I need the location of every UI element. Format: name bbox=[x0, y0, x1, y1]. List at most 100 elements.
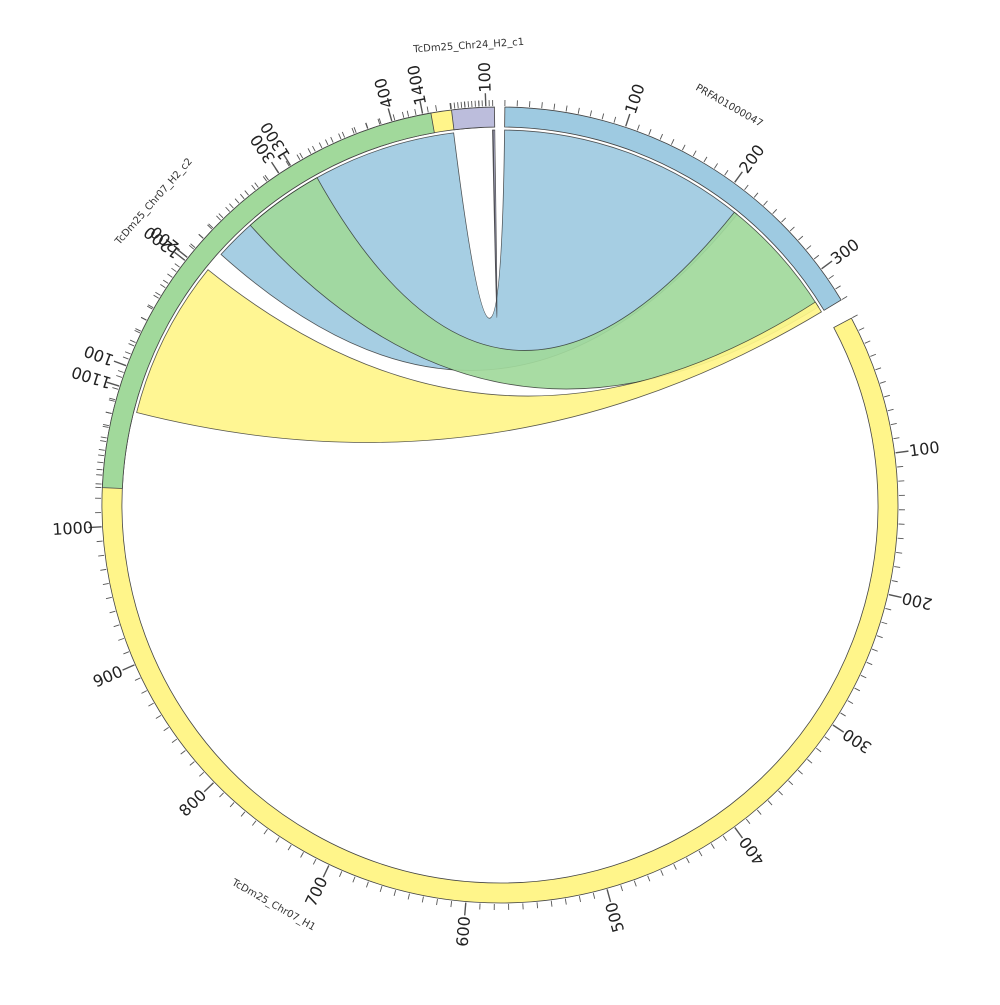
minor-tick bbox=[788, 781, 792, 785]
minor-tick bbox=[614, 117, 616, 123]
minor-tick bbox=[130, 340, 135, 342]
major-tick bbox=[114, 361, 126, 366]
minor-tick bbox=[216, 216, 220, 220]
minor-tick bbox=[725, 170, 728, 175]
minor-tick bbox=[172, 739, 177, 743]
minor-tick bbox=[778, 791, 782, 795]
minor-tick bbox=[852, 315, 857, 318]
minor-tick bbox=[885, 608, 891, 610]
minor-tick bbox=[235, 199, 239, 204]
minor-tick bbox=[175, 264, 180, 268]
minor-tick bbox=[219, 214, 223, 218]
minor-tick bbox=[208, 225, 212, 229]
minor-tick bbox=[255, 183, 259, 188]
minor-tick bbox=[199, 234, 203, 238]
minor-tick bbox=[842, 296, 847, 299]
minor-tick bbox=[768, 801, 772, 805]
minor-tick bbox=[118, 371, 124, 373]
tick-label: 100 bbox=[475, 62, 495, 93]
minor-tick bbox=[123, 652, 129, 654]
minor-tick bbox=[892, 581, 898, 582]
minor-tick bbox=[353, 877, 355, 883]
minor-tick bbox=[537, 902, 538, 908]
minor-tick bbox=[129, 344, 135, 346]
minor-tick bbox=[773, 209, 777, 213]
minor-tick bbox=[590, 110, 591, 116]
major-tick bbox=[833, 725, 844, 732]
minor-tick bbox=[422, 897, 423, 903]
sector-label-chr07_h1: TcDm25_Chr07_H1 bbox=[229, 877, 317, 933]
tick-label: 1400 bbox=[404, 63, 431, 107]
minor-tick bbox=[578, 108, 579, 114]
minor-tick bbox=[171, 268, 176, 272]
minor-tick bbox=[308, 148, 311, 153]
minor-tick bbox=[148, 703, 153, 706]
minor-tick bbox=[407, 111, 408, 117]
major-tick bbox=[735, 828, 743, 839]
minor-tick bbox=[288, 845, 291, 850]
minor-tick bbox=[859, 328, 864, 331]
minor-tick bbox=[190, 762, 195, 766]
minor-tick bbox=[757, 810, 761, 815]
minor-tick bbox=[867, 662, 873, 664]
tick-label: 600 bbox=[453, 915, 475, 947]
minor-tick bbox=[454, 103, 455, 109]
tick-label: 300 bbox=[827, 235, 863, 268]
major-tick bbox=[822, 261, 832, 269]
minor-tick bbox=[230, 802, 234, 806]
sector-label-chr24: TcDm25_Chr24_H2_c1 bbox=[412, 37, 524, 56]
minor-tick bbox=[125, 352, 131, 354]
minor-tick bbox=[141, 317, 146, 320]
minor-tick bbox=[110, 611, 116, 613]
major-tick bbox=[465, 903, 466, 916]
tick-label: 400 bbox=[735, 833, 768, 869]
minor-tick bbox=[704, 157, 707, 162]
minor-tick bbox=[593, 893, 594, 899]
minor-tick bbox=[542, 102, 543, 108]
minor-tick bbox=[103, 424, 109, 425]
tick-label: 700 bbox=[301, 874, 331, 910]
minor-tick bbox=[579, 896, 580, 902]
minor-tick bbox=[342, 132, 344, 138]
tick-label: 200 bbox=[735, 141, 768, 177]
minor-tick bbox=[437, 899, 438, 905]
minor-tick bbox=[436, 105, 437, 111]
minor-tick bbox=[682, 145, 685, 150]
minor-tick bbox=[264, 829, 267, 834]
minor-tick bbox=[402, 112, 403, 118]
minor-tick bbox=[106, 597, 112, 598]
major-tick bbox=[735, 172, 743, 183]
sector-label-prfa: PRFA01000047 bbox=[693, 82, 764, 129]
sectors-layer bbox=[102, 107, 898, 903]
minor-tick bbox=[897, 466, 903, 467]
minor-tick bbox=[241, 812, 245, 817]
minor-tick bbox=[554, 104, 555, 110]
minor-tick bbox=[872, 649, 878, 651]
major-tick bbox=[889, 595, 902, 598]
minor-tick bbox=[884, 395, 890, 397]
major-tick bbox=[607, 889, 610, 902]
minor-tick bbox=[898, 538, 904, 539]
minor-tick bbox=[855, 688, 860, 691]
minor-tick bbox=[754, 193, 758, 198]
minor-tick bbox=[865, 341, 870, 343]
tick-label: 100 bbox=[621, 81, 649, 116]
major-tick bbox=[204, 783, 213, 792]
tick-label: 400 bbox=[371, 76, 398, 111]
minor-tick bbox=[155, 292, 160, 295]
minor-tick bbox=[723, 836, 726, 841]
minor-tick bbox=[829, 275, 834, 278]
minor-tick bbox=[109, 398, 115, 400]
minor-tick bbox=[219, 793, 223, 797]
minor-tick bbox=[891, 423, 897, 424]
minor-tick bbox=[154, 295, 159, 298]
major-tick bbox=[123, 665, 135, 670]
major-tick bbox=[388, 108, 392, 121]
minor-tick bbox=[451, 901, 452, 907]
minor-tick bbox=[103, 583, 109, 584]
minor-tick bbox=[699, 851, 702, 856]
minor-tick bbox=[339, 871, 341, 877]
minor-tick bbox=[637, 125, 639, 131]
